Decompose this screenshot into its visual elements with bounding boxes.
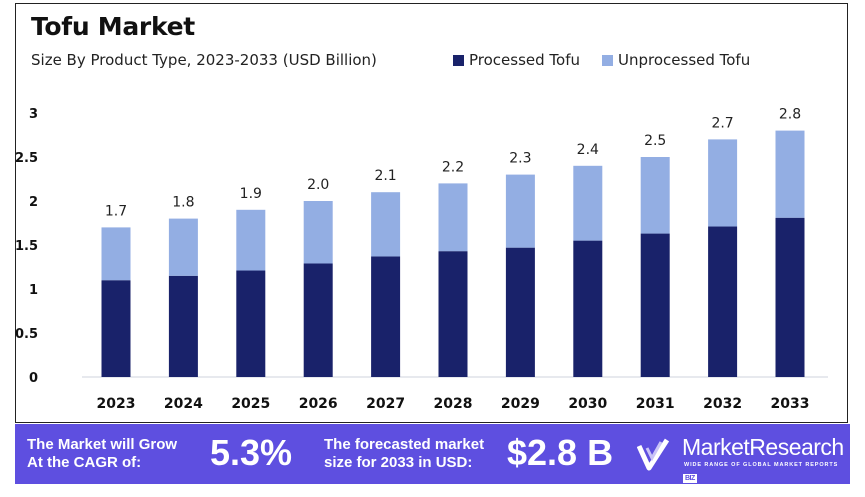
cagr-value: 5.3%	[210, 432, 293, 473]
bar-unprocessed-2028	[438, 183, 468, 252]
bar-unprocessed-2033	[775, 130, 805, 218]
bar-unprocessed-2030	[573, 165, 603, 241]
x-tick-label-2024: 2024	[164, 396, 203, 412]
legend-item-processed[interactable]: Processed Tofu	[453, 51, 580, 69]
bar-chart: 0 0.5 1 1.5 2 2.5 3 1.7 2023 1.8 2024 1.9 2025 2.0 202…	[15, 107, 828, 412]
data-label-2029: 2.3	[509, 151, 531, 167]
bar-processed-2027	[371, 256, 401, 377]
data-label-2028: 2.2	[442, 159, 464, 175]
bar-unprocessed-2025	[236, 209, 266, 271]
y-tick-label: 2.5	[15, 151, 38, 166]
cagr-caption: The Market will Grow At the CAGR of:	[27, 436, 177, 472]
x-tick-label-2028: 2028	[434, 396, 473, 412]
bar-unprocessed-2024	[168, 218, 198, 276]
bar-processed-2024	[168, 275, 198, 377]
data-label-2027: 2.1	[374, 168, 396, 184]
bar-processed-2029	[505, 247, 535, 377]
bar-processed-2031	[640, 233, 670, 377]
data-label-2033: 2.8	[779, 107, 801, 123]
bar-unprocessed-2023	[101, 227, 131, 281]
data-label-2024: 1.8	[172, 195, 194, 211]
data-label-2025: 1.9	[240, 186, 262, 202]
legend-swatch-unprocessed	[602, 54, 613, 66]
y-tick-label: 3	[29, 107, 38, 122]
x-tick-label-2029: 2029	[501, 396, 540, 412]
legend-label-processed: Processed Tofu	[469, 51, 580, 69]
bar-processed-2025	[236, 270, 266, 377]
bar-processed-2032	[708, 226, 738, 377]
data-label-2031: 2.5	[644, 133, 666, 149]
y-tick-label: 0	[29, 371, 38, 386]
bar-processed-2028	[438, 251, 468, 377]
x-tick-label-2032: 2032	[703, 396, 742, 412]
cagr-caption-line1: The Market will Grow	[27, 436, 178, 453]
legend-swatch-processed	[453, 54, 464, 66]
logo-badge: BIZ	[683, 474, 697, 483]
forecast-caption-line2: size for 2033 in USD:	[324, 454, 473, 471]
y-tick-label: 1.5	[15, 239, 38, 254]
bar-processed-2030	[573, 240, 603, 377]
x-tick-label-2026: 2026	[299, 396, 338, 412]
legend-item-unprocessed[interactable]: Unprocessed Tofu	[602, 51, 750, 69]
bar-unprocessed-2029	[505, 174, 535, 248]
bar-processed-2023	[101, 280, 131, 377]
x-tick-label-2027: 2027	[366, 396, 405, 412]
forecast-caption: The forecasted market size for 2033 in U…	[324, 436, 484, 472]
x-tick-label-2031: 2031	[636, 396, 675, 412]
chart-title: Tofu Market	[31, 12, 195, 41]
bar-unprocessed-2031	[640, 157, 670, 234]
data-label-2030: 2.4	[577, 142, 599, 158]
logo-name: MarketResearch	[682, 434, 844, 460]
y-tick-label: 0.5	[15, 327, 38, 342]
bar-processed-2033	[775, 217, 805, 377]
forecast-caption-line1: The forecasted market	[324, 436, 485, 453]
data-label-2032: 2.7	[711, 115, 733, 131]
x-tick-label-2030: 2030	[568, 396, 607, 412]
chart-subtitle: Size By Product Type, 2023-2033 (USD Bil…	[31, 51, 377, 69]
summary-banner: The Market will Grow At the CAGR of: 5.3…	[15, 424, 850, 484]
y-tick-label: 1	[29, 283, 38, 298]
bar-processed-2026	[303, 263, 333, 377]
y-tick-label: 2	[29, 195, 38, 210]
logo-tagline: WIDE RANGE OF GLOBAL MARKET REPORTS	[684, 462, 839, 468]
forecast-value: $2.8 B	[507, 432, 614, 473]
cagr-caption-line2: At the CAGR of:	[27, 454, 142, 471]
x-tick-label-2023: 2023	[97, 396, 136, 412]
bar-unprocessed-2032	[708, 139, 738, 227]
logo-check-icon	[637, 438, 670, 471]
bar-unprocessed-2027	[371, 192, 401, 257]
data-label-2026: 2.0	[307, 177, 329, 193]
bar-unprocessed-2026	[303, 201, 333, 264]
logo-wordmark: MarketResearch BIZ	[682, 434, 850, 488]
legend: Processed Tofu Unprocessed Tofu	[453, 51, 750, 69]
legend-label-unprocessed: Unprocessed Tofu	[618, 51, 751, 69]
x-tick-label-2033: 2033	[771, 396, 810, 412]
x-tick-label-2025: 2025	[231, 396, 270, 412]
data-label-2023: 1.7	[105, 203, 127, 219]
